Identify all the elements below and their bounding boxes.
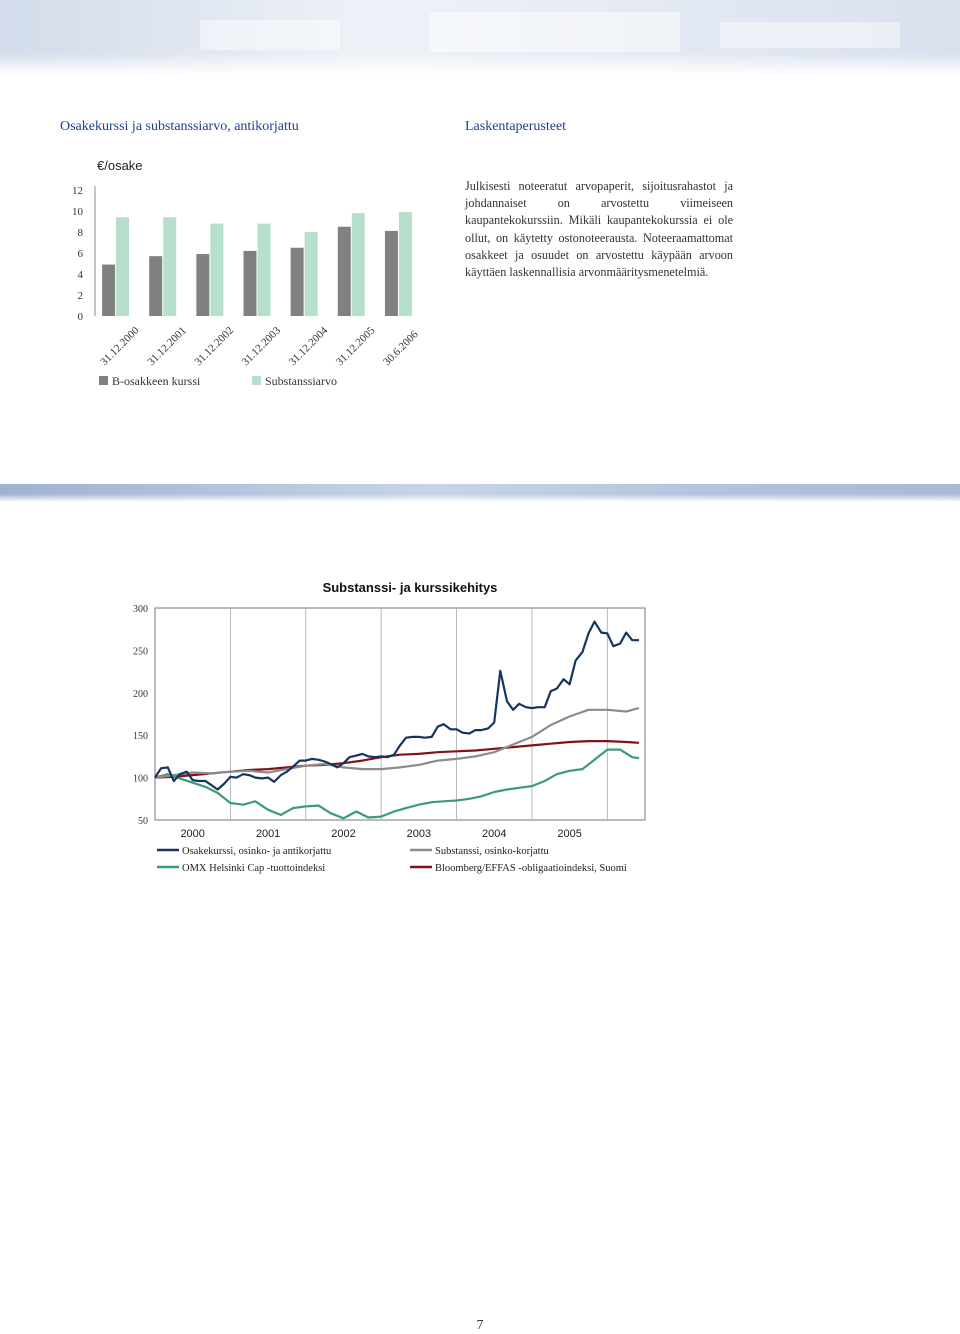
legend-swatch-share-price (99, 376, 108, 385)
page-number: 7 (476, 1318, 484, 1333)
legend-omx-index-label: OMX Helsinki Cap -tuottoindeksi (182, 863, 325, 874)
share-price-bar (149, 256, 163, 316)
x-tick-label: 2002 (331, 828, 355, 840)
section-title: Laskentaperusteet (465, 119, 567, 134)
legend-label-substance: Substanssiarvo (265, 374, 337, 388)
substance-value-bar (351, 213, 365, 316)
y-tick-label: 8 (78, 227, 84, 239)
substance-value-bar (210, 223, 224, 316)
header-decoration-shape (720, 22, 900, 48)
substance-line (154, 707, 640, 779)
x-tick-label: 30.6.2006 (381, 328, 421, 368)
y-tick-label: 50 (138, 816, 148, 827)
x-tick-label: 2001 (256, 828, 280, 840)
x-tick-label: 31.12.2004 (287, 324, 331, 368)
y-axis-unit-label: €/osake (97, 158, 143, 173)
legend-label-share-price: B-osakkeen kurssi (112, 374, 201, 388)
share-price-line (154, 620, 639, 791)
section-divider-decoration (0, 484, 960, 502)
x-tick-label: 31.12.2005 (334, 324, 378, 368)
y-tick-label: 4 (78, 269, 84, 281)
substance-value-bar (163, 217, 177, 316)
omx-index-line (154, 748, 640, 820)
y-tick-label: 250 (133, 646, 148, 657)
legend-swatch-substance (252, 376, 261, 385)
share-price-bar (337, 226, 351, 316)
y-tick-label: 12 (72, 185, 83, 197)
share-price-bar (290, 247, 304, 316)
y-tick-label: 200 (133, 689, 148, 700)
x-tick-label: 31.12.2003 (240, 324, 284, 368)
plot-area-frame (154, 607, 646, 821)
substance-value-bar (304, 232, 318, 316)
x-tick-label: 2005 (557, 828, 581, 840)
header-decoration-shape (430, 12, 680, 52)
header-decoration (0, 0, 960, 75)
y-tick-label: 10 (72, 206, 84, 218)
line-chart-title: Substanssi- ja kurssikehitys (323, 580, 498, 595)
y-tick-label: 0 (78, 311, 84, 323)
y-tick-label: 150 (133, 731, 148, 742)
x-tick-label: 2004 (482, 828, 506, 840)
legend-bond-index-label: Bloomberg/EFFAS -obligaatioindeksi, Suom… (435, 863, 627, 874)
substance-value-bar (257, 223, 271, 316)
y-tick-label: 300 (133, 604, 148, 615)
share-price-bar (243, 250, 257, 316)
y-tick-label: 100 (133, 774, 148, 785)
substance-value-bar (398, 212, 412, 316)
development-line-chart: Substanssi- ja kurssikehitys501001502002… (133, 580, 646, 874)
x-tick-label: 2000 (180, 828, 204, 840)
y-tick-label: 2 (78, 290, 84, 302)
x-tick-label: 31.12.2001 (145, 325, 188, 368)
share-price-bar (196, 254, 210, 316)
valuation-principles-text: Julkisesti noteeratut arvopaperit, sijoi… (465, 179, 733, 280)
y-tick-label: 6 (78, 248, 84, 260)
legend-substance-label: Substanssi, osinko-korjattu (435, 846, 550, 857)
share-price-bar (102, 264, 116, 316)
substance-value-bar (116, 217, 130, 316)
share-chart-title: Osakekurssi ja substanssiarvo, antikorja… (60, 119, 299, 134)
x-tick-label: 2003 (407, 828, 431, 840)
x-tick-label: 31.12.2000 (98, 324, 142, 368)
header-decoration-shape (200, 20, 340, 50)
legend-share-price-label: Osakekurssi, osinko- ja antikorjattu (182, 846, 332, 857)
x-tick-label: 31.12.2002 (192, 325, 235, 368)
share-price-bar (384, 230, 398, 316)
